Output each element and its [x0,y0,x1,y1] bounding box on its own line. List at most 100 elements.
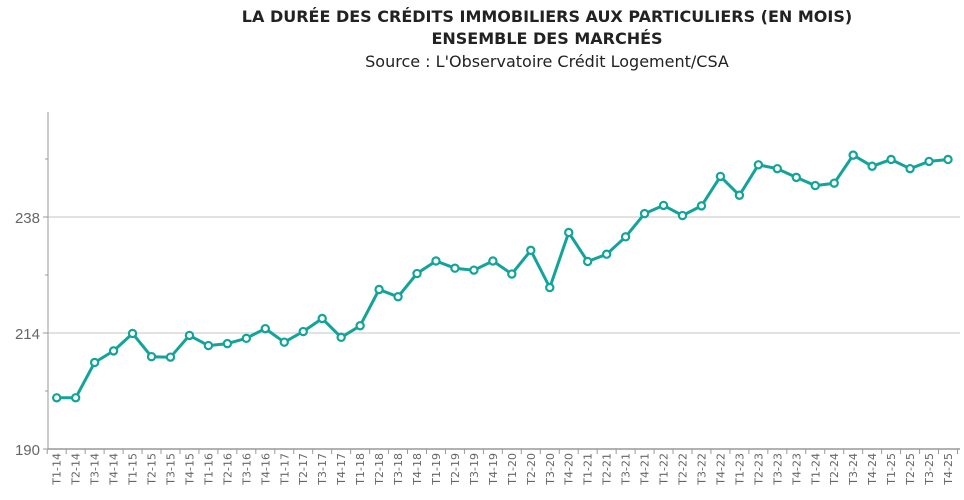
x-tick-label: T1-21 [582,453,595,486]
data-point [241,333,252,344]
x-tick-label: T3-16 [240,453,253,486]
x-tick-label: T4-14 [108,453,121,486]
data-point [146,351,157,362]
data-point [943,154,953,165]
chart-title: LA DURÉE DES CRÉDITS IMMOBILIERS AUX PAR… [241,7,853,26]
data-point [772,163,783,174]
x-tick-label: T2-25 [904,453,917,486]
x-tick-label: T2-14 [70,453,83,486]
data-point [222,338,233,349]
data-point [52,393,62,403]
data-point [203,340,214,351]
x-tick-label: T1-23 [733,453,746,486]
data-point [70,393,81,403]
x-tick-label: T3-15 [164,453,177,486]
y-tick-label: 214 [15,326,40,343]
x-tick-label: T4-15 [183,453,196,486]
data-point [165,352,176,362]
data-point [393,292,403,302]
data-point [829,178,839,188]
x-tick-label: T2-20 [525,453,538,486]
data-point [564,227,574,238]
data-point [507,269,517,279]
data-point [810,180,820,191]
data-point [279,337,289,347]
x-tick-label: T4-16 [259,453,272,486]
chart-source: Source : L'Observatoire Crédit Logement/… [365,52,729,71]
y-tick-label: 190 [15,442,40,459]
data-point [450,263,460,273]
x-tick-label: T3-20 [544,453,557,486]
data-point [886,154,896,165]
data-point [184,330,195,341]
data-point [867,161,877,171]
data-point [336,332,346,343]
data-point [412,268,422,279]
x-tick-label: T4-19 [487,453,500,486]
x-tick-label: T3-24 [847,453,860,486]
x-tick-label: T3-23 [771,453,784,486]
x-tick-label: T4-24 [866,453,879,486]
x-tick-label: T4-17 [335,453,348,486]
x-tick-label: T1-17 [278,453,291,486]
data-point [108,346,119,356]
x-tick-label: T1-15 [127,453,140,486]
x-tick-label: T1-22 [658,453,671,486]
x-tick-label: T1-24 [809,453,822,486]
x-tick-label: T1-25 [885,453,898,486]
x-tick-label: T4-18 [411,453,424,486]
data-point [639,208,650,219]
data-point [848,150,858,160]
x-tick-label: T2-17 [297,453,310,486]
x-tick-label: T4-22 [714,453,727,486]
data-point [89,357,100,368]
data-point [924,156,934,167]
data-point [905,163,915,174]
x-tick-label: T4-25 [942,453,955,486]
data-point [545,282,555,293]
data-point [582,256,593,267]
x-tick-label: T4-21 [639,453,652,486]
series-line [56,153,949,400]
x-tick-label: T4-20 [563,453,576,486]
data-point [791,172,801,183]
data-point [488,256,498,266]
x-tick-label: T3-14 [89,453,102,486]
x-tick-label: T2-16 [221,453,234,486]
x-tick-label: T1-18 [354,453,367,486]
x-tick-label: T3-21 [620,453,633,486]
data-point [431,256,441,266]
data-point [127,328,138,339]
data-point [374,284,384,295]
x-tick-label: T3-18 [392,453,405,486]
x-tick-label: T4-23 [790,453,803,486]
data-point [677,210,688,221]
x-tick-label: T3-19 [468,453,481,486]
x-tick-label: T1-16 [202,453,215,486]
data-point [601,249,612,259]
chart-subtitle: ENSEMBLE DES MARCHÉS [431,29,663,48]
data-point [753,160,764,170]
data-point [260,323,271,334]
data-point [469,265,479,275]
x-tick-label: T3-17 [316,453,329,486]
data-point [658,200,669,211]
x-tick-label: T3-25 [923,453,936,486]
x-tick-label: T2-24 [828,453,841,486]
x-tick-label: T2-22 [677,453,690,486]
x-tick-label: T1-14 [51,453,64,486]
data-point [526,245,536,256]
data-point [298,326,308,337]
x-tick-label: T2-19 [449,453,462,486]
x-tick-label: T2-15 [146,453,159,486]
data-point [620,232,631,242]
x-tick-label: T1-19 [430,453,443,486]
x-tick-label: T2-21 [601,453,614,486]
data-point [696,201,707,211]
x-tick-label: T2-18 [373,453,386,486]
y-tick-label: 238 [15,210,40,227]
data-point [355,321,365,331]
data-point [734,190,745,200]
x-tick-label: T2-23 [752,453,765,486]
